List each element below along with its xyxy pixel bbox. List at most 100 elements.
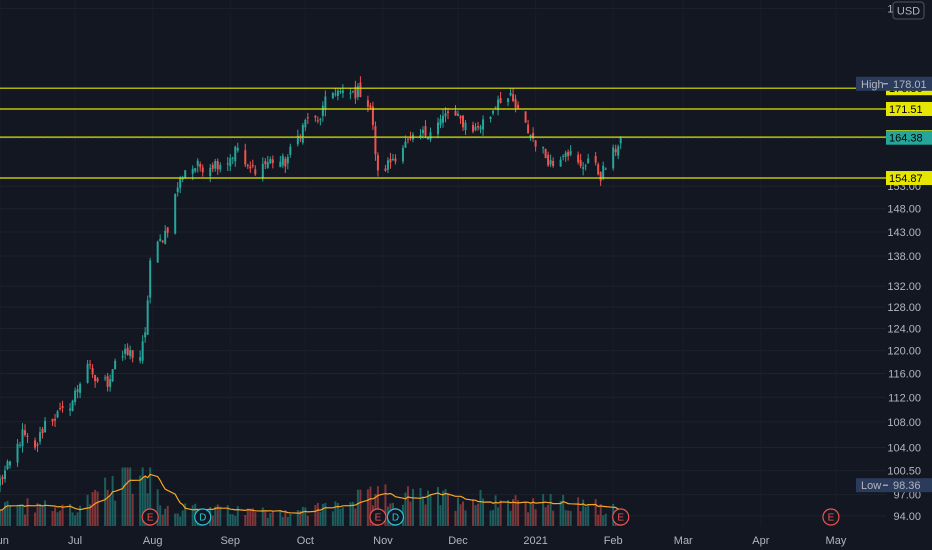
candle-body[interactable] bbox=[499, 98, 502, 103]
candle-body[interactable] bbox=[281, 155, 284, 166]
candle-body[interactable] bbox=[296, 135, 299, 145]
dividend-event-marker[interactable]: D bbox=[386, 508, 405, 526]
time-axis[interactable]: Jun Jul Aug Sep Oct Nov Dec 2021 Feb Mar Apr May bbox=[0, 535, 847, 547]
candle-body[interactable] bbox=[529, 134, 532, 138]
candle-body[interactable] bbox=[91, 368, 94, 375]
candle-body[interactable] bbox=[114, 360, 117, 370]
candle-body[interactable] bbox=[184, 170, 187, 179]
candle-body[interactable] bbox=[369, 105, 372, 108]
candle-body[interactable] bbox=[251, 164, 254, 167]
candle-body[interactable] bbox=[56, 411, 59, 418]
candle-body[interactable] bbox=[457, 113, 460, 116]
candle-body[interactable] bbox=[429, 132, 432, 140]
candle-body[interactable] bbox=[356, 86, 359, 98]
candle-body[interactable] bbox=[269, 159, 272, 164]
candle-body[interactable] bbox=[534, 140, 537, 147]
candle-body[interactable] bbox=[69, 408, 72, 411]
candle-body[interactable] bbox=[236, 147, 239, 151]
candle-body[interactable] bbox=[404, 141, 407, 148]
candle-body[interactable] bbox=[587, 158, 590, 164]
candle-body[interactable] bbox=[376, 155, 379, 171]
candle-body[interactable] bbox=[454, 111, 457, 116]
candle-body[interactable] bbox=[331, 93, 334, 99]
candle-body[interactable] bbox=[406, 138, 409, 140]
candle-body[interactable] bbox=[604, 168, 607, 170]
candle-body[interactable] bbox=[36, 444, 39, 446]
candle-body[interactable] bbox=[59, 408, 62, 410]
candle-body[interactable] bbox=[6, 461, 9, 470]
candle-body[interactable] bbox=[579, 160, 582, 167]
candle-body[interactable] bbox=[164, 230, 167, 244]
candle-body[interactable] bbox=[0, 478, 1, 486]
candle-body[interactable] bbox=[54, 418, 57, 421]
candle-body[interactable] bbox=[492, 110, 495, 114]
candle-body[interactable] bbox=[424, 126, 427, 136]
candle-body[interactable] bbox=[219, 164, 222, 170]
candle-body[interactable] bbox=[156, 241, 159, 263]
candle-body[interactable] bbox=[286, 156, 289, 164]
candle-body[interactable] bbox=[547, 154, 550, 166]
candle-body[interactable] bbox=[34, 440, 37, 448]
candle-body[interactable] bbox=[181, 177, 184, 180]
candle-body[interactable] bbox=[139, 357, 142, 361]
candle-body[interactable] bbox=[319, 119, 322, 121]
candle-body[interactable] bbox=[279, 161, 282, 168]
candle-body[interactable] bbox=[619, 137, 622, 144]
candle-body[interactable] bbox=[179, 177, 182, 188]
candle-body[interactable] bbox=[371, 106, 374, 125]
candle-body[interactable] bbox=[497, 99, 500, 111]
candle-body[interactable] bbox=[9, 461, 12, 466]
candle-body[interactable] bbox=[264, 161, 267, 165]
candle-body[interactable] bbox=[614, 149, 617, 153]
candle-body[interactable] bbox=[174, 193, 177, 234]
candle-body[interactable] bbox=[602, 165, 605, 178]
candle-body[interactable] bbox=[341, 90, 344, 94]
candle-body[interactable] bbox=[196, 160, 199, 166]
candle-body[interactable] bbox=[111, 369, 114, 382]
candle-body[interactable] bbox=[324, 96, 327, 110]
candle-body[interactable] bbox=[284, 158, 287, 167]
candle-body[interactable] bbox=[254, 169, 257, 175]
candle-body[interactable] bbox=[489, 116, 492, 119]
candle-body[interactable] bbox=[401, 147, 404, 162]
candle-body[interactable] bbox=[321, 105, 324, 116]
candle-body[interactable] bbox=[289, 146, 292, 155]
candle-body[interactable] bbox=[584, 165, 587, 167]
candle-body[interactable] bbox=[124, 348, 127, 354]
candle-body[interactable] bbox=[582, 167, 585, 169]
candle-body[interactable] bbox=[389, 158, 392, 163]
candle-body[interactable] bbox=[612, 147, 615, 169]
candle-body[interactable] bbox=[514, 99, 517, 108]
earnings-event-marker[interactable]: E bbox=[369, 508, 387, 526]
candle-body[interactable] bbox=[386, 160, 389, 170]
candle-body[interactable] bbox=[512, 94, 515, 101]
candle-body[interactable] bbox=[532, 132, 535, 139]
price-candles[interactable] bbox=[0, 76, 622, 493]
candle-body[interactable] bbox=[194, 168, 197, 172]
candle-body[interactable] bbox=[226, 163, 229, 165]
candle-body[interactable] bbox=[26, 435, 29, 437]
candle-body[interactable] bbox=[249, 166, 252, 169]
candle-body[interactable] bbox=[507, 98, 510, 103]
candle-body[interactable] bbox=[394, 158, 397, 162]
candle-body[interactable] bbox=[131, 350, 134, 358]
candle-body[interactable] bbox=[176, 187, 179, 193]
candle-body[interactable] bbox=[39, 432, 42, 442]
candle-body[interactable] bbox=[41, 428, 44, 434]
currency-button[interactable]: USD bbox=[892, 1, 925, 20]
candle-body[interactable] bbox=[44, 420, 47, 433]
candle-body[interactable] bbox=[594, 156, 597, 163]
candle-body[interactable] bbox=[567, 152, 570, 157]
earnings-event-marker[interactable]: E bbox=[822, 508, 840, 526]
candle-body[interactable] bbox=[442, 115, 444, 123]
candle-body[interactable] bbox=[464, 122, 467, 131]
earnings-event-marker[interactable]: E bbox=[612, 508, 630, 526]
candle-body[interactable] bbox=[109, 379, 112, 387]
candle-body[interactable] bbox=[129, 350, 132, 357]
candle-body[interactable] bbox=[527, 124, 530, 134]
candle-body[interactable] bbox=[74, 390, 77, 402]
candle-body[interactable] bbox=[121, 356, 124, 358]
candle-body[interactable] bbox=[201, 167, 204, 173]
candle-body[interactable] bbox=[577, 154, 580, 163]
candle-body[interactable] bbox=[146, 300, 149, 335]
